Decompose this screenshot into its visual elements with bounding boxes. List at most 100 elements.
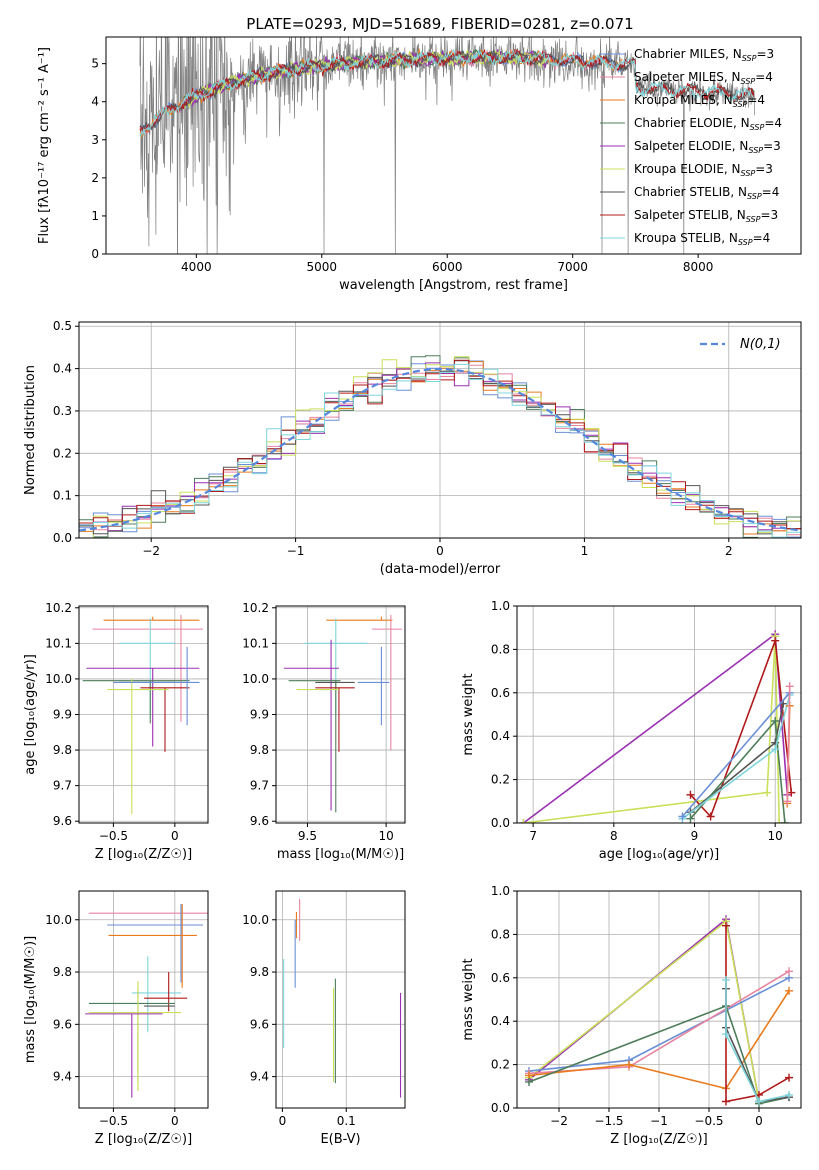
y-tick-label: 1.0: [491, 884, 510, 898]
legend-entry: Chabrier MILES, NSSP=3: [634, 47, 774, 63]
gaussian-legend-label: N(0,1): [740, 337, 781, 352]
y-tick-label: 10.0: [45, 672, 72, 686]
y-tick-label: 0.4: [53, 362, 72, 376]
y-tick-label: 0.6: [491, 686, 510, 700]
errorbar-point: [113, 646, 200, 726]
x-tick-label: −1: [287, 544, 305, 558]
legend-entry: Salpeter ELODIE, NSSP=3: [634, 139, 781, 155]
y-tick-label: 10.2: [45, 601, 72, 615]
x-tick-label: 7: [529, 829, 537, 843]
weight-marker: [625, 1060, 633, 1069]
x-tick-label: 0.1: [337, 1114, 356, 1128]
x-tick-label: 6000: [432, 260, 463, 274]
y-tick-label: 0.4: [491, 1014, 510, 1028]
age_vs_Z-plot-area: [82, 614, 204, 815]
y-tick-label: 4: [91, 95, 99, 109]
weight-marker: [787, 788, 796, 797]
y-tick-label: 5: [91, 57, 99, 71]
y-tick-label: 0.2: [491, 773, 510, 787]
y-axis-label: mass [log₁₀(M/M☉)]: [23, 936, 38, 1063]
y-tick-label: 9.9: [53, 708, 72, 722]
x-axis-label: Z [log₁₀(Z/Z☉)]: [95, 847, 192, 862]
y-tick-label: 9.8: [53, 743, 72, 757]
x-tick-label: 5000: [307, 260, 338, 274]
x-tick-label: 0: [171, 1114, 179, 1128]
weight-marker: [678, 812, 687, 821]
gaussian-curve: [79, 367, 801, 532]
y-axis-label: Flux [fλ10⁻¹⁷ erg cm⁻² s⁻¹ A⁻¹]: [37, 47, 52, 244]
x-tick-label: 4000: [181, 260, 212, 274]
legend-entry: Kroupa STELIB, NSSP=4: [634, 231, 770, 247]
weight_vs_age-frame: [516, 605, 802, 824]
weight_vs_Z-axes: −2 −1.5 −1 −0.5 0 0.0 0.2 0.4 0.6 0.8 1.0 Z [log₁₀(…: [461, 884, 802, 1147]
x-tick-label: 0: [171, 829, 179, 843]
weight-marker: [771, 636, 780, 645]
weight_vs_age-plot-area: [519, 630, 796, 823]
y-tick-label: 10.0: [45, 913, 72, 927]
x-axis-label: wavelength [Angstrom, rest frame]: [339, 278, 568, 293]
weight-marker: [785, 986, 793, 995]
y-tick-label: 9.4: [250, 1070, 269, 1084]
mass_vs_Z-axes: −0.5 0 9.4 9.6 9.8 10.0 Z [log₁₀(Z/Z☉)] mass [l…: [23, 890, 209, 1147]
y-tick-label: 0.0: [491, 816, 510, 830]
errorbar-point: [86, 667, 200, 747]
x-tick-label: 2: [725, 544, 733, 558]
y-tick-label: 0.4: [491, 729, 510, 743]
weight-marker: [686, 814, 695, 823]
legend-entry: Chabrier STELIB, NSSP=4: [634, 185, 779, 201]
weight-line: [681, 694, 791, 820]
y-tick-label: 0.5: [53, 319, 72, 333]
spectrum-plot-area: [139, 37, 755, 254]
weight-marker: [525, 1077, 533, 1086]
weight-marker: [785, 967, 793, 976]
x-axis-label: Z [log₁₀(Z/Z☉)]: [95, 1132, 192, 1147]
y-tick-label: 10.2: [242, 601, 269, 615]
x-tick-label: 0: [755, 1114, 763, 1128]
y-tick-label: 0.3: [53, 404, 72, 418]
y-tick-label: 9.4: [53, 1070, 72, 1084]
x-axis-label: (data-model)/error: [380, 562, 501, 577]
legend-entry: Kroupa ELODIE, NSSP=3: [634, 162, 773, 178]
y-tick-label: 9.8: [250, 743, 269, 757]
x-tick-label: 10: [378, 829, 393, 843]
spectrum-frame: [105, 36, 802, 255]
figure-title: PLATE=0293, MJD=51689, FIBERID=0281, z=0…: [246, 15, 633, 33]
legend-entry: Chabrier ELODIE, NSSP=4: [634, 116, 782, 132]
y-tick-label: 0.0: [53, 531, 72, 545]
residuals-plot-area: [79, 355, 801, 538]
mass_vs_Z-frame: [78, 890, 209, 1109]
x-tick-label: −1: [650, 1114, 668, 1128]
errorbar-point: [82, 680, 190, 724]
errorbar-point: [107, 678, 169, 815]
weight-marker: [771, 745, 780, 754]
errorbar-point: [88, 981, 181, 1092]
mass_vs_ebv-frame: [275, 890, 406, 1109]
weight-marker: [780, 819, 789, 823]
x-tick-label: −0.5: [694, 1114, 723, 1128]
y-tick-label: 9.9: [250, 708, 269, 722]
y-tick-label: 10.0: [242, 672, 269, 686]
weight-marker: [783, 797, 792, 806]
x-tick-label: 0: [279, 1114, 287, 1128]
x-axis-label: E(B-V): [320, 1132, 360, 1147]
errorbar-point: [283, 639, 339, 811]
x-tick-label: −0.5: [99, 1114, 128, 1128]
errorbar-point: [108, 904, 197, 988]
model-spectrum-line: [139, 48, 755, 138]
y-axis-label: mass weight: [461, 958, 476, 1040]
weight-marker: [722, 921, 730, 930]
legend-entry: Salpeter STELIB, NSSP=3: [634, 208, 778, 224]
mass_vs_ebv-axes: 0 0.1 9.4 9.6 9.8 10.0 E(B-V): [242, 890, 406, 1147]
x-tick-label: 8: [610, 829, 618, 843]
weight-marker: [722, 1030, 730, 1039]
y-axis-label: age [log₁₀(age/yr)]: [23, 654, 38, 775]
x-tick-label: −2: [142, 544, 160, 558]
errorbar-point: [371, 614, 402, 751]
y-tick-label: 0.6: [491, 971, 510, 985]
y-tick-label: 0.2: [53, 446, 72, 460]
y-tick-label: 10.0: [242, 913, 269, 927]
residual-histogram: [79, 363, 801, 538]
age_vs_Z-axes: −0.5 0 9.6 9.7 9.8 9.9 10.0 10.1 10.2 Z [log₁₀(Z/…: [23, 601, 209, 862]
data-spectrum-line: [139, 37, 755, 254]
